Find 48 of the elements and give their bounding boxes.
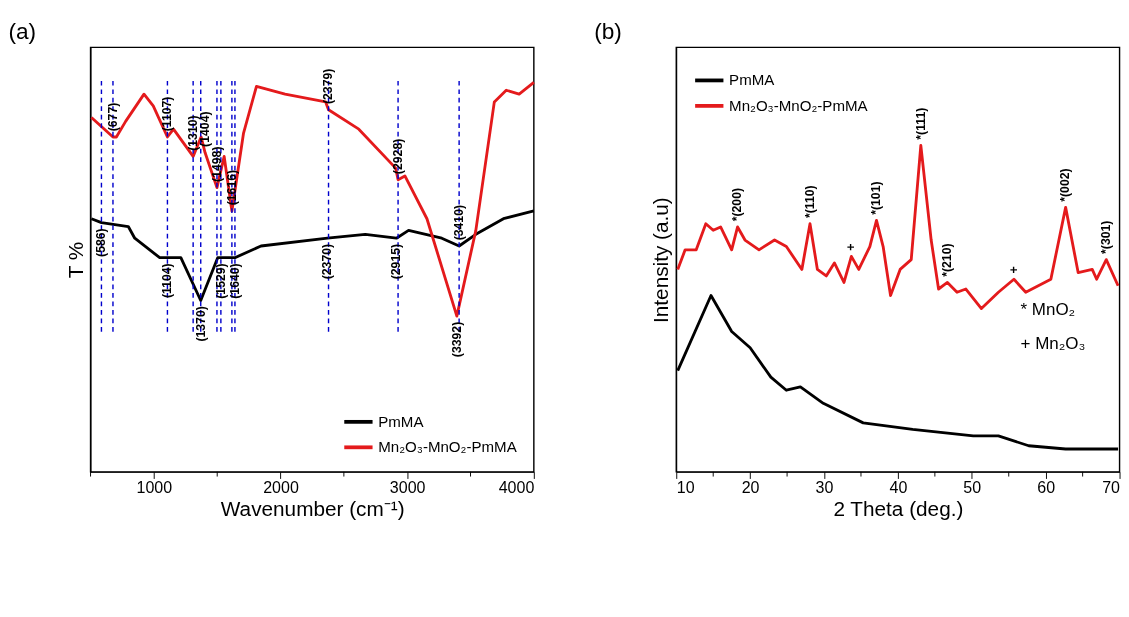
annotation: (1370) bbox=[193, 306, 208, 342]
x-tick-label: 1000 bbox=[136, 478, 173, 497]
legend-label: Mn₂O₃-MnO₂-PmMA bbox=[378, 438, 518, 456]
x-tick-label: 50 bbox=[963, 478, 982, 497]
annotation: *(101) bbox=[869, 181, 884, 215]
y-axis-title: Intensity (a.u) bbox=[649, 197, 673, 323]
legend-label: PmMA bbox=[729, 71, 776, 89]
annotation: (3410) bbox=[451, 204, 466, 241]
annotation: (677) bbox=[105, 102, 120, 132]
x-tick-label: 60 bbox=[1037, 478, 1056, 497]
chart-title: (b) bbox=[594, 18, 622, 44]
annotation: (1498) bbox=[209, 146, 224, 182]
legend-label: PmMA bbox=[378, 412, 425, 430]
annotation: *(200) bbox=[730, 187, 745, 222]
x-tick-label: 70 bbox=[1102, 478, 1121, 497]
annotation: + bbox=[1006, 266, 1021, 274]
x-tick-label: 30 bbox=[815, 478, 834, 497]
x-axis-title: Wavenumber (cm⁻¹) bbox=[220, 496, 405, 520]
x-axis-title: 2 Theta (deg.) bbox=[833, 496, 964, 520]
annotation: (1104) bbox=[159, 263, 174, 299]
annotation: * MnO₂ bbox=[1020, 300, 1076, 320]
annotation: (586) bbox=[94, 228, 109, 257]
x-tick-label: 20 bbox=[741, 478, 760, 497]
annotation: *(210) bbox=[940, 243, 955, 277]
annotation: (2915) bbox=[389, 243, 404, 280]
annotation: (1107) bbox=[160, 96, 175, 132]
annotation: (2370) bbox=[320, 243, 335, 280]
annotation: *(110) bbox=[802, 185, 817, 219]
x-tick-label: 3000 bbox=[389, 478, 426, 497]
y-axis-title: T % bbox=[63, 241, 87, 279]
annotation: *(301) bbox=[1099, 220, 1114, 254]
x-tick-label: 10 bbox=[676, 478, 695, 497]
annotation: + Mn₂O₃ bbox=[1020, 334, 1086, 354]
annotation: (1616) bbox=[224, 169, 239, 206]
chart-title: (a) bbox=[8, 18, 37, 44]
x-tick-label: 40 bbox=[889, 478, 908, 497]
annotation: (3392) bbox=[449, 321, 464, 358]
annotation: (2379) bbox=[321, 68, 336, 105]
x-tick-label: 4000 bbox=[498, 478, 535, 497]
annotation: *(002) bbox=[1058, 168, 1073, 202]
annotation: + bbox=[844, 243, 859, 251]
annotation: (2928) bbox=[390, 138, 405, 175]
annotation: (1640) bbox=[227, 263, 242, 299]
annotation: (1529) bbox=[213, 263, 228, 299]
x-tick-label: 2000 bbox=[263, 478, 299, 497]
legend-label: Mn₂O₃-MnO₂-PmMA bbox=[729, 96, 869, 114]
annotation: (1310) bbox=[185, 115, 200, 151]
annotation: *(111) bbox=[913, 107, 928, 140]
